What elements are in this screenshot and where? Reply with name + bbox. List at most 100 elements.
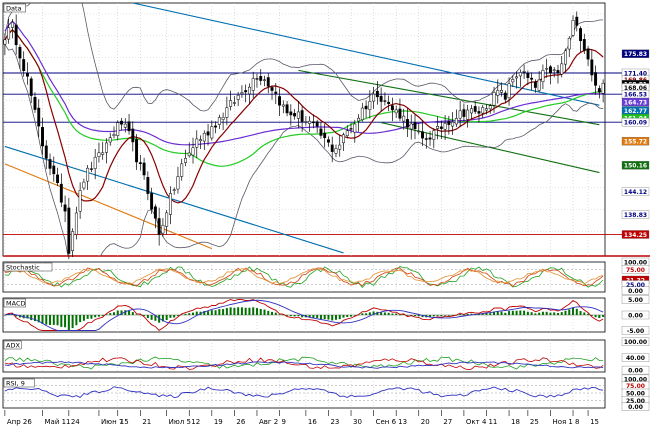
macd-bar	[579, 311, 582, 315]
value-tag-text: 164.73	[624, 99, 647, 106]
macd-bar	[316, 315, 319, 318]
candle-body	[439, 126, 443, 129]
macd-bar	[56, 315, 59, 326]
macd-bar	[244, 307, 247, 315]
macd-bar	[128, 310, 131, 315]
candle-body	[507, 83, 511, 99]
candle-body	[202, 132, 206, 142]
trend-line	[298, 69, 600, 126]
x-tick-label: Июн 7	[101, 418, 123, 426]
macd-bar	[564, 310, 567, 315]
macd-bar	[207, 311, 210, 315]
panel-title-text: Stochastic	[6, 264, 40, 272]
value-tag-text: 0.00	[628, 288, 643, 295]
candle-body	[454, 118, 458, 125]
x-tick-label: Май 11	[45, 418, 71, 426]
candle-body	[232, 102, 236, 104]
candle-body	[281, 104, 285, 107]
candle-body	[379, 95, 383, 102]
macd-bar	[274, 312, 277, 315]
macd-bar	[225, 308, 228, 315]
macd-bar	[293, 315, 296, 317]
macd-bar	[60, 315, 63, 327]
value-tag: 100.00	[621, 337, 650, 346]
candle-body	[500, 90, 503, 93]
candle-body	[447, 121, 451, 125]
macd-bar	[94, 315, 97, 318]
candle-body	[37, 107, 41, 127]
macd-bar	[319, 315, 322, 320]
value-tag-text: 100.00	[624, 339, 647, 346]
candle-body	[206, 131, 210, 136]
macd-bar	[402, 314, 405, 316]
macd-bar	[398, 314, 401, 316]
value-tag-text: 40.00	[626, 355, 645, 362]
candle-body	[161, 224, 165, 234]
candle-body	[157, 218, 161, 235]
candle-body	[101, 152, 105, 155]
value-tag: 160.09	[621, 118, 650, 127]
candle-body	[123, 123, 127, 128]
value-tag-text: 134.25	[624, 232, 647, 239]
candle-body	[319, 128, 323, 136]
candle-body	[240, 92, 244, 94]
macd-bar	[334, 315, 337, 320]
macd-bar	[297, 315, 300, 317]
value-tag-text: 168.06	[624, 85, 647, 92]
candle-body	[469, 108, 473, 114]
candle-body	[172, 189, 176, 191]
macd-bar	[459, 314, 462, 315]
candle-body	[511, 79, 515, 83]
macd-bar	[301, 315, 304, 318]
candle-body	[255, 78, 259, 80]
candle-body	[533, 81, 537, 88]
macd-bar	[282, 314, 285, 316]
stoch-line-green	[4, 266, 604, 289]
pane-stochastic	[2, 261, 606, 293]
macd-bar	[323, 315, 326, 320]
trend-line	[4, 145, 344, 254]
adx-plus-di	[4, 356, 604, 370]
macd-bar	[278, 314, 281, 315]
macd-bar	[252, 307, 255, 315]
trend-lines	[4, 3, 604, 256]
candle-body	[176, 176, 180, 190]
macd-bar	[553, 312, 556, 315]
x-tick-label: Сен 6	[376, 418, 397, 426]
candle-body	[33, 96, 37, 110]
value-tag: 144.12	[621, 187, 650, 196]
macd-bar	[263, 309, 266, 315]
x-tick-label: 24	[71, 418, 80, 426]
macd-bar	[222, 309, 225, 315]
value-tag-text: 175.83	[624, 51, 647, 58]
candle-body	[105, 142, 108, 153]
macd-bar	[538, 312, 541, 315]
macd-bar	[331, 315, 334, 321]
candle-body	[199, 139, 202, 142]
candle-body	[349, 128, 353, 130]
candle-body	[214, 125, 218, 128]
candle-body	[537, 79, 541, 91]
macd-bar	[218, 309, 221, 315]
macd-bar	[602, 315, 605, 317]
macd-bar	[15, 315, 18, 317]
candle-body	[515, 76, 519, 79]
value-tag-text: 0.00	[628, 367, 643, 374]
value-tag-text: 25.00	[626, 282, 645, 289]
macd-bar	[436, 315, 439, 316]
macd-bar	[429, 315, 432, 318]
candle-body	[131, 128, 135, 143]
panel-title-price: Data	[3, 3, 26, 13]
macd-bar	[338, 315, 341, 320]
macd-bar	[71, 315, 74, 329]
macd-bar	[180, 314, 183, 316]
macd-bar	[470, 313, 473, 315]
macd-bar	[176, 315, 179, 316]
candle-body	[327, 139, 330, 143]
macd-bar	[90, 315, 93, 319]
candle-body	[71, 231, 75, 251]
macd-bar	[572, 307, 575, 315]
candle-body	[221, 117, 225, 120]
macd-bar	[504, 312, 507, 315]
